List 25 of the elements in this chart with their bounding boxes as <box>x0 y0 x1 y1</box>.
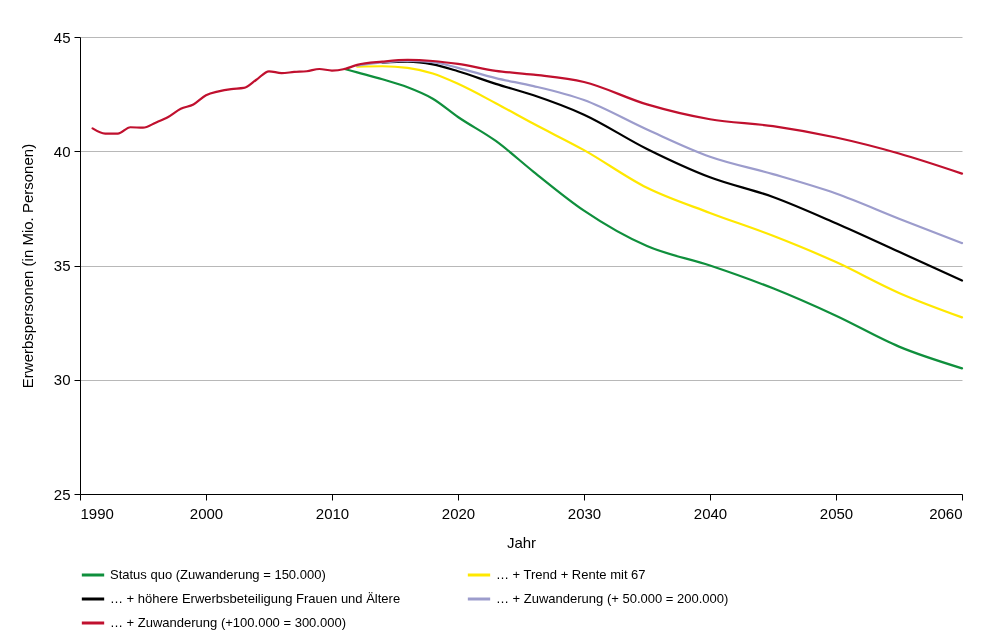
line-series <box>343 67 964 370</box>
x-tick-label: 2030 <box>567 504 602 522</box>
y-tick-label: 25 <box>53 485 71 503</box>
x-tick-label: 2020 <box>441 504 476 522</box>
y-tick-label: 30 <box>53 371 71 389</box>
legend-label: Status quo (Zuwanderung = 150.000) <box>110 567 326 582</box>
x-tick-label: 2040 <box>693 504 728 522</box>
legend-label: … + Zuwanderung (+100.000 = 300.000) <box>110 615 346 630</box>
line-series <box>356 65 964 319</box>
x-axis-title: Jahr <box>506 533 537 551</box>
line-series <box>91 58 964 175</box>
x-tick-label: 2000 <box>189 504 224 522</box>
x-tick-label: 2010 <box>315 504 350 522</box>
legend-label: … + Zuwanderung (+ 50.000 = 200.000) <box>496 591 729 606</box>
y-tick-label: 35 <box>53 257 71 274</box>
y-tick-label: 45 <box>53 28 71 46</box>
x-tick-label: 2050 <box>819 504 854 522</box>
x-tick-label: 2060 <box>929 504 963 522</box>
y-axis-title: Erwerbspersonen (in Mio. Personen) <box>18 143 36 389</box>
legend-label: … + höhere Erwerbsbeteiligung Frauen und Ältere <box>110 591 401 606</box>
line-series <box>381 60 964 282</box>
x-tick-label: 1990 <box>80 504 114 522</box>
line-series <box>356 59 964 245</box>
legend-label: … + Trend + Rente mit 67 <box>496 567 646 582</box>
y-tick-label: 40 <box>53 142 71 160</box>
